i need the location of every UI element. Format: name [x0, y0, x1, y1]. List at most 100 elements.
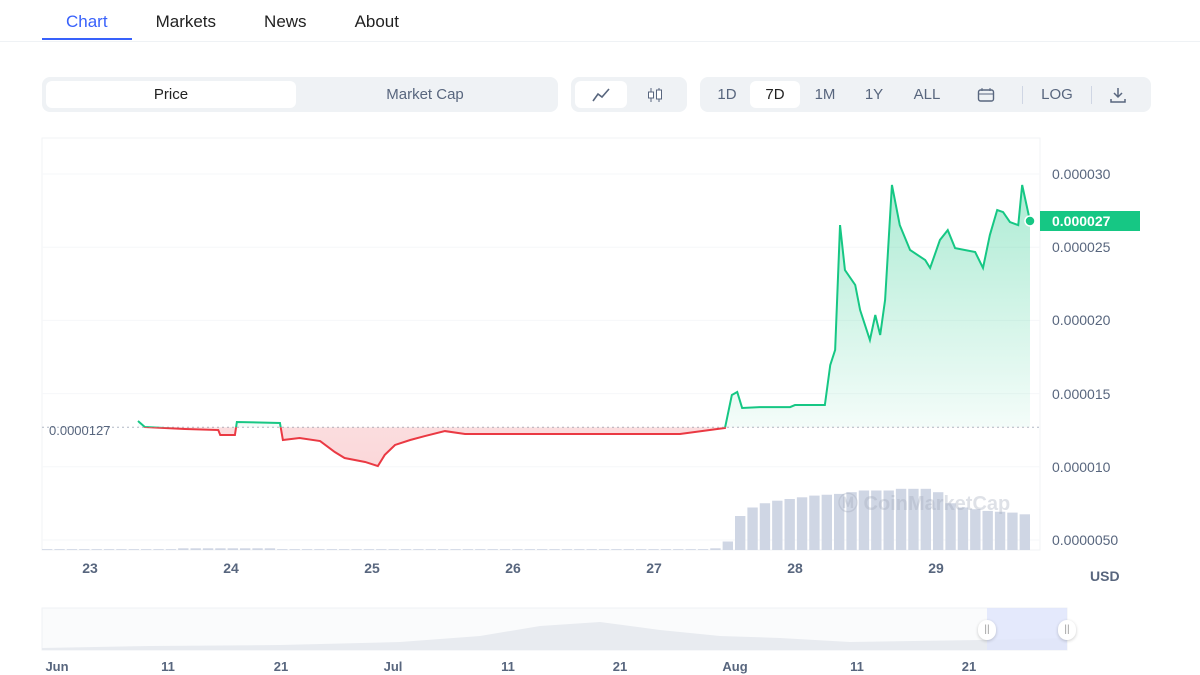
navigator-label: 21	[612, 659, 628, 674]
tab-news[interactable]: News	[264, 12, 307, 31]
separator	[1091, 85, 1092, 104]
calendar-icon	[977, 87, 995, 102]
range-1d[interactable]: 1D	[717, 86, 737, 103]
volume-bar	[1007, 512, 1018, 550]
volume-bar	[91, 549, 102, 550]
volume-bar	[438, 549, 449, 550]
volume-bar	[413, 549, 424, 550]
navigator-area	[42, 622, 1067, 650]
volume-bar	[561, 549, 573, 550]
volume-bar	[821, 494, 832, 550]
volume-bar	[784, 499, 795, 550]
volume-bar	[264, 548, 276, 550]
divider	[0, 41, 1200, 42]
navigator-left-handle[interactable]: ||	[978, 620, 996, 640]
range-1y[interactable]: 1Y	[864, 86, 884, 103]
y-tick-label: 0.000010	[1052, 458, 1111, 475]
volume-bar	[326, 549, 337, 550]
volume-bar	[215, 548, 226, 550]
market-cap-button[interactable]: Market Cap	[386, 86, 464, 103]
volume-bar	[487, 549, 498, 550]
volume-bar	[957, 507, 969, 550]
chart-type-toggle	[571, 77, 687, 112]
navigator-selection[interactable]	[987, 608, 1067, 650]
navigator-right-handle[interactable]: ||	[1058, 620, 1076, 640]
tab-chart[interactable]: Chart	[42, 0, 132, 40]
navigator-label: 21	[273, 659, 289, 674]
volume-bar	[858, 490, 870, 550]
volume-bar	[846, 492, 857, 550]
x-tick-label: 28	[787, 560, 803, 576]
volume-bar	[339, 549, 350, 550]
current-price-dot	[1024, 215, 1036, 227]
navigator-label: Jul	[383, 659, 403, 674]
navigator-label: 11	[850, 659, 864, 674]
price-area-up	[137, 184, 1030, 428]
navigator-label: Jun	[45, 659, 69, 674]
volume-bar	[537, 549, 548, 550]
volume-bar	[611, 549, 622, 550]
tab-bar: Chart Markets News About	[42, 0, 423, 42]
y-tick-label: 0.000030	[1052, 166, 1111, 182]
volume-bar	[908, 488, 919, 550]
candlestick-button[interactable]	[627, 81, 683, 108]
range-all[interactable]: ALL	[913, 86, 941, 103]
download-button[interactable]	[1098, 81, 1138, 108]
y-tick-label: 0.000025	[1052, 239, 1111, 256]
y-tick-label: 0.000015	[1052, 385, 1111, 402]
tab-about[interactable]: About	[354, 12, 399, 31]
volume-bar	[933, 492, 944, 550]
y-tick-label: 0.0000050	[1052, 532, 1119, 548]
volume-bar	[895, 488, 907, 550]
calendar-button[interactable]	[956, 81, 1016, 108]
currency-label: USD	[1090, 568, 1120, 584]
metric-toggle: Price Market Cap	[42, 77, 558, 112]
current-price-badge: 0.000027	[1040, 211, 1140, 231]
x-tick-label: 24	[223, 560, 239, 576]
volume-bar	[623, 549, 634, 550]
volume-bar	[277, 549, 288, 550]
tab-markets[interactable]: Markets	[155, 12, 217, 31]
volume-bar	[636, 549, 647, 550]
x-tick-label: 27	[646, 560, 662, 576]
y-tick-label: 0.000020	[1052, 312, 1111, 329]
volume-bar	[772, 500, 783, 550]
volume-bar	[710, 548, 721, 550]
x-tick-label: 25	[364, 560, 380, 576]
range-1m[interactable]: 1M	[814, 86, 836, 103]
price-line-up	[137, 184, 1031, 428]
navigator-label: Aug	[722, 659, 748, 674]
baseline-label: 0.0000127	[49, 423, 111, 438]
volume-bar	[376, 549, 387, 550]
volume-bar	[79, 549, 90, 550]
range-toolbar: 1D 7D 1M 1Y ALL LOG	[700, 77, 1151, 112]
volume-bar	[660, 549, 672, 550]
volume-bar	[289, 549, 300, 550]
volume-bar	[945, 503, 956, 550]
volume-bar	[512, 549, 523, 550]
line-chart-button[interactable]	[575, 81, 627, 108]
navigator-label: 11	[161, 659, 175, 674]
volume-bar	[400, 549, 412, 550]
volume-bar	[796, 497, 808, 550]
volume-bar	[982, 510, 993, 550]
x-tick-label: 23	[82, 560, 98, 576]
volume-bar	[834, 493, 845, 550]
volume-bar	[450, 549, 461, 550]
volume-bar	[1019, 514, 1030, 550]
volume-bar	[648, 549, 659, 550]
volume-bar	[240, 548, 251, 550]
x-tick-label: 29	[928, 560, 944, 576]
range-7d[interactable]: 7D	[750, 81, 800, 108]
price-button[interactable]: Price	[46, 81, 296, 108]
log-scale-button[interactable]: LOG	[1041, 86, 1073, 103]
navigator-label: 11	[501, 659, 515, 674]
navigator-label: 21	[961, 659, 977, 674]
volume-bar	[735, 516, 746, 550]
line-chart-icon	[592, 87, 610, 101]
volume-bar	[462, 549, 474, 550]
volume-bar	[425, 549, 436, 550]
download-icon	[1110, 87, 1126, 103]
volume-bar	[252, 548, 263, 550]
